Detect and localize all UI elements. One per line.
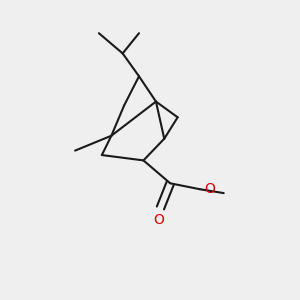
Text: O: O [204, 182, 215, 196]
Text: O: O [154, 213, 164, 227]
